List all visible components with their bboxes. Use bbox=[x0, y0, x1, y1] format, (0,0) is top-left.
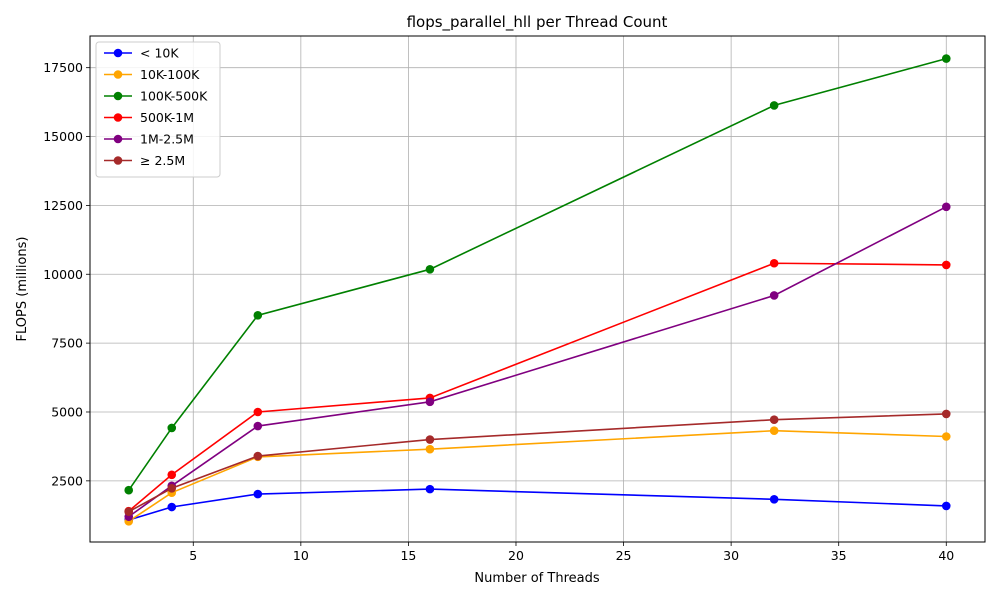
data-point bbox=[124, 507, 134, 517]
x-axis-label: Number of Threads bbox=[474, 571, 599, 586]
chart-title: flops_parallel_hll per Thread Count bbox=[407, 13, 668, 32]
data-point bbox=[769, 495, 779, 504]
series-line bbox=[128, 57, 947, 491]
legend-label: < 10K bbox=[140, 46, 179, 61]
x-tick-label: 40 bbox=[938, 548, 954, 563]
data-point bbox=[769, 258, 779, 268]
legend-item: 1M-2.5M bbox=[104, 132, 194, 147]
legend-item: 500K-1M bbox=[104, 110, 194, 125]
legend-label: 10K-100K bbox=[140, 67, 200, 82]
data-point bbox=[124, 485, 134, 495]
data-point bbox=[769, 426, 779, 436]
legend-marker bbox=[113, 156, 123, 165]
legend-label: 500K-1M bbox=[140, 110, 194, 125]
series-3 bbox=[124, 258, 951, 516]
legend-item: 10K-100K bbox=[104, 67, 200, 82]
data-point bbox=[167, 483, 177, 493]
data-point bbox=[769, 415, 779, 425]
legend-box bbox=[95, 41, 221, 178]
legend-marker bbox=[113, 134, 123, 144]
y-tick-label: 7500 bbox=[51, 336, 83, 351]
data-point bbox=[941, 501, 951, 511]
grid bbox=[90, 36, 985, 542]
legend: < 10K 10K-100K 100K-500K 500K-1M 1M-2.5M ≥ 2.… bbox=[95, 41, 221, 178]
data-point bbox=[253, 489, 263, 499]
x-tick-label: 20 bbox=[508, 548, 524, 563]
series-layer bbox=[124, 54, 951, 526]
data-point bbox=[941, 260, 951, 270]
data-point bbox=[425, 444, 435, 454]
data-point bbox=[769, 101, 779, 110]
y-tick-label: 17500 bbox=[43, 60, 83, 75]
series-5 bbox=[124, 409, 951, 517]
data-point bbox=[769, 291, 779, 300]
data-point bbox=[253, 407, 263, 417]
y-tick-label: 15000 bbox=[43, 129, 83, 144]
series-line bbox=[128, 262, 947, 512]
legend-marker bbox=[113, 48, 123, 58]
y-tick-label: 10000 bbox=[43, 267, 83, 282]
legend-item: < 10K bbox=[104, 46, 179, 61]
data-point bbox=[253, 451, 263, 461]
x-axis: 5 10 15 20 25 30 35 40 bbox=[189, 542, 954, 563]
series-line bbox=[128, 488, 947, 521]
data-point bbox=[425, 397, 435, 407]
legend-label: ≥ 2.5M bbox=[140, 153, 185, 168]
data-point bbox=[253, 421, 263, 431]
data-point bbox=[425, 435, 435, 444]
data-point bbox=[941, 432, 951, 441]
data-point bbox=[167, 502, 177, 512]
y-tick-label: 5000 bbox=[51, 404, 83, 419]
legend-marker bbox=[113, 113, 123, 122]
data-point bbox=[941, 54, 951, 63]
data-point bbox=[941, 202, 951, 212]
x-tick-label: 35 bbox=[831, 548, 847, 563]
x-tick-label: 30 bbox=[723, 548, 739, 563]
legend-marker bbox=[113, 70, 123, 79]
legend-label: 100K-500K bbox=[140, 89, 208, 104]
x-tick-label: 10 bbox=[293, 548, 309, 563]
data-point bbox=[425, 265, 435, 274]
legend-item: ≥ 2.5M bbox=[104, 153, 185, 168]
series-line bbox=[128, 206, 947, 518]
y-axis-label: FLOPS (millions) bbox=[15, 237, 30, 342]
data-point bbox=[167, 423, 177, 433]
data-point bbox=[253, 311, 263, 320]
series-line bbox=[128, 413, 947, 513]
series-line bbox=[128, 429, 947, 523]
x-tick-label: 5 bbox=[189, 548, 197, 563]
series-2 bbox=[124, 54, 951, 495]
data-point bbox=[167, 470, 177, 480]
legend-marker bbox=[113, 91, 123, 101]
data-point bbox=[941, 409, 951, 419]
legend-item: 100K-500K bbox=[104, 89, 208, 104]
y-tick-label: 12500 bbox=[43, 198, 83, 213]
data-point bbox=[425, 484, 435, 494]
y-axis: 2500 5000 7500 10000 12500 15000 17500 bbox=[43, 60, 90, 488]
legend-label: 1M-2.5M bbox=[140, 132, 194, 147]
y-tick-label: 2500 bbox=[51, 473, 83, 488]
x-tick-label: 25 bbox=[616, 548, 632, 563]
plot-frame bbox=[89, 35, 986, 543]
x-tick-label: 15 bbox=[400, 548, 416, 563]
